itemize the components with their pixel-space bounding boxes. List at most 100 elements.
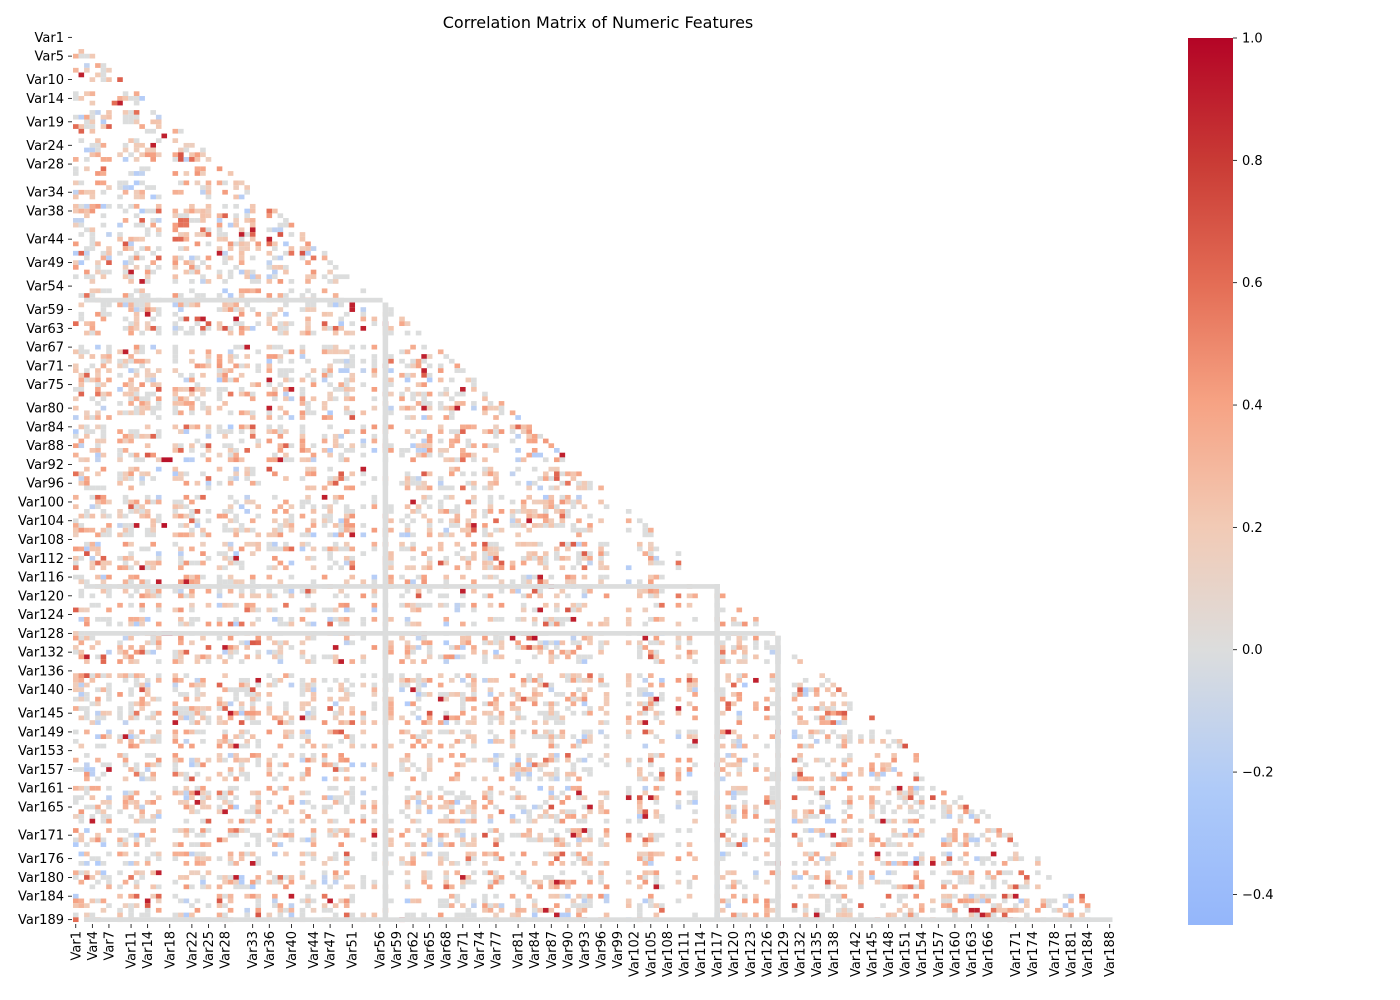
heatmap-cell xyxy=(769,818,776,824)
heatmap-cell xyxy=(155,311,162,317)
heatmap-cell xyxy=(769,645,776,650)
heatmap-cell xyxy=(531,551,538,556)
heatmap-cell xyxy=(139,358,145,364)
heatmap-cell xyxy=(830,729,837,735)
heatmap-cell xyxy=(321,743,328,749)
heatmap-cell xyxy=(194,851,201,857)
heatmap-cell xyxy=(465,851,472,857)
heatmap-cell xyxy=(216,227,223,233)
heatmap-cell xyxy=(327,818,333,824)
heatmap-cell xyxy=(338,710,344,716)
heatmap-cell xyxy=(443,640,450,646)
heatmap-cell xyxy=(73,523,79,528)
heatmap-cell xyxy=(515,710,521,716)
heatmap-cell xyxy=(100,424,107,430)
heatmap-cell xyxy=(222,701,228,707)
heatmap-cell xyxy=(565,809,571,815)
heatmap-cell xyxy=(78,837,85,843)
heatmap-cell xyxy=(73,696,79,702)
heatmap-cell xyxy=(338,452,344,458)
heatmap-cell xyxy=(194,208,201,214)
heatmap-cell xyxy=(310,743,317,749)
heatmap-cell xyxy=(216,875,223,880)
heatmap-cell xyxy=(233,734,239,740)
heatmap-cell xyxy=(139,236,145,242)
heatmap-cell xyxy=(725,804,732,810)
heatmap-cell xyxy=(719,776,726,782)
heatmap-cell xyxy=(272,354,278,359)
heatmap-cell xyxy=(907,809,914,815)
heatmap-cell xyxy=(686,649,693,655)
heatmap-cell xyxy=(410,415,416,420)
heatmap-cell xyxy=(603,574,610,580)
heatmap-cell xyxy=(598,809,604,815)
heatmap-cell xyxy=(172,152,179,158)
heatmap-cell xyxy=(559,513,566,519)
heatmap-cell xyxy=(570,677,577,683)
heatmap-cell xyxy=(122,471,129,477)
heatmap-cell xyxy=(84,246,90,251)
heatmap-cell xyxy=(471,649,477,655)
heatmap-cell xyxy=(249,715,256,721)
heatmap-cell xyxy=(183,785,190,791)
heatmap-cell xyxy=(327,565,333,571)
heatmap-cell xyxy=(155,851,162,857)
heatmap-cell xyxy=(95,372,101,378)
heatmap-cell xyxy=(537,555,544,561)
heatmap-cell xyxy=(227,621,234,627)
heatmap-cell xyxy=(194,729,201,735)
heatmap-cell xyxy=(515,771,521,777)
heatmap-cell xyxy=(343,274,350,280)
heatmap-cell xyxy=(410,734,416,740)
heatmap-cell xyxy=(272,227,278,233)
heatmap-cell xyxy=(139,579,145,585)
heatmap-cell xyxy=(460,795,466,801)
heatmap-cell xyxy=(576,527,582,533)
heatmap-cell xyxy=(360,288,367,294)
heatmap-cell xyxy=(78,316,85,322)
heatmap-cell xyxy=(155,593,162,599)
heatmap-cell xyxy=(471,509,477,514)
heatmap-cell xyxy=(1035,870,1041,876)
heatmap-cell xyxy=(349,565,356,571)
heatmap-cell xyxy=(493,551,499,556)
heatmap-cell xyxy=(100,405,107,411)
heatmap-cell xyxy=(498,837,505,843)
heatmap-cell xyxy=(272,753,278,758)
heatmap-cell xyxy=(426,809,433,815)
heatmap-cell xyxy=(360,621,367,627)
heatmap-cell xyxy=(233,447,239,453)
heatmap-cell xyxy=(338,682,344,688)
heatmap-cell xyxy=(73,673,79,678)
heatmap-cell xyxy=(106,114,112,120)
heatmap-cell xyxy=(847,804,853,810)
heatmap-cell xyxy=(548,499,555,505)
heatmap-cell xyxy=(587,513,593,519)
heatmap-cell xyxy=(426,401,433,406)
heatmap-cell xyxy=(636,720,643,725)
heatmap-cell xyxy=(222,377,228,383)
heatmap-cell xyxy=(95,832,101,838)
heatmap-cell xyxy=(338,753,344,758)
heatmap-cell xyxy=(122,677,129,683)
heatmap-cell xyxy=(836,870,842,876)
heatmap-cell xyxy=(769,701,776,707)
heatmap-cell xyxy=(288,396,295,402)
heatmap-cell xyxy=(128,555,134,561)
heatmap-cell xyxy=(266,438,273,444)
heatmap-cell xyxy=(659,588,665,594)
heatmap-cell xyxy=(824,804,831,810)
heatmap-cell xyxy=(526,494,532,500)
heatmap-cell xyxy=(404,654,411,660)
heatmap-cell xyxy=(493,837,499,843)
heatmap-cell xyxy=(559,555,566,561)
heatmap-cell xyxy=(84,654,90,660)
heatmap-cell xyxy=(498,654,505,660)
heatmap-cell xyxy=(349,485,356,491)
heatmap-cell xyxy=(841,757,848,763)
heatmap-cell xyxy=(952,837,958,843)
heatmap-cell xyxy=(388,851,394,857)
heatmap-cell xyxy=(636,649,643,655)
heatmap-cell xyxy=(830,832,837,838)
heatmap-cell xyxy=(648,832,654,838)
